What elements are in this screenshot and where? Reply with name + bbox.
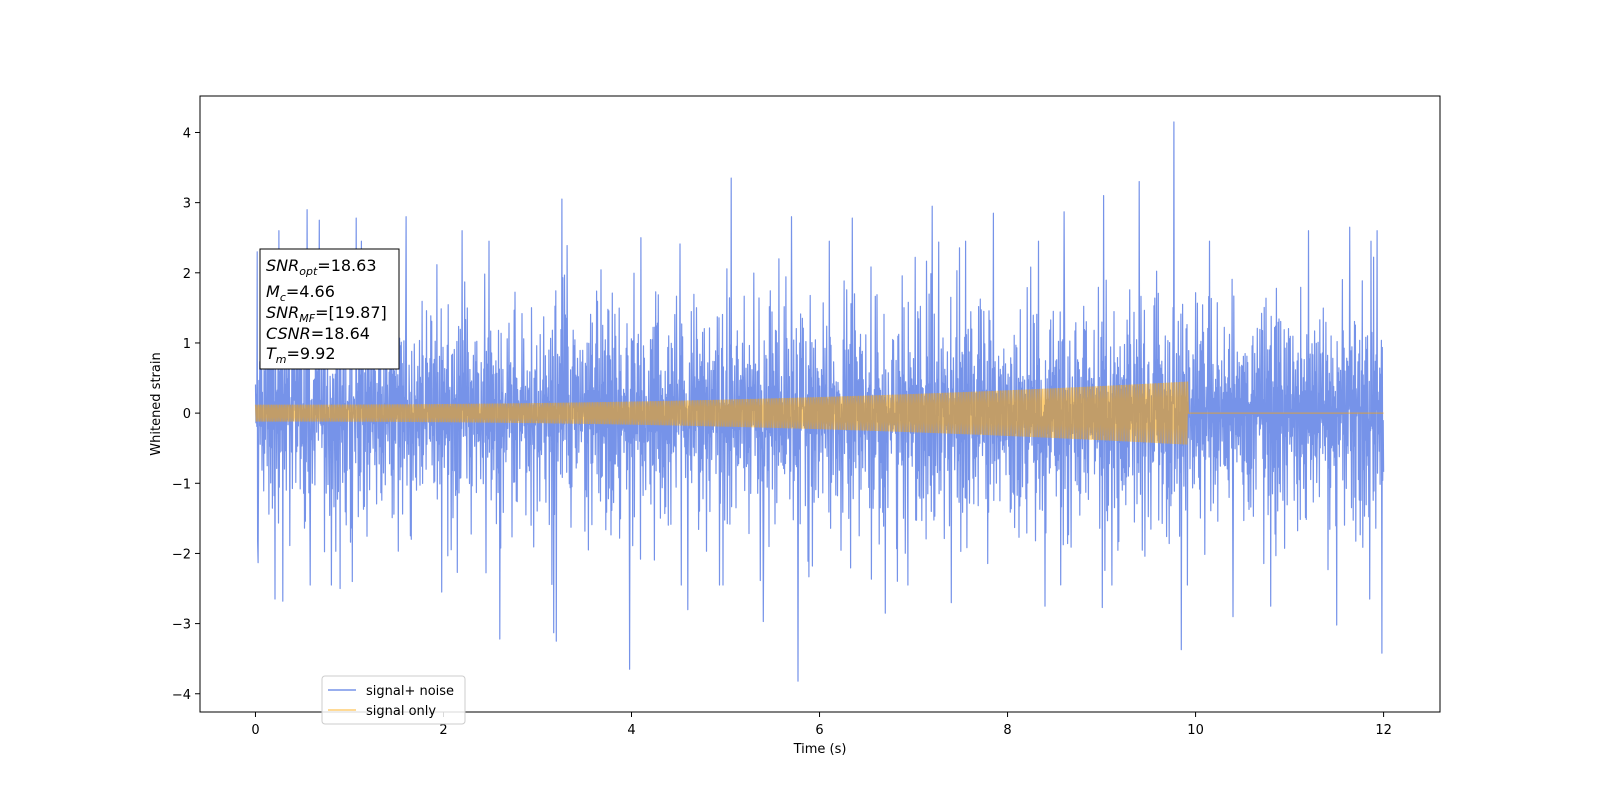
x-tick-label: 8 (1003, 723, 1011, 738)
y-tick-label: 4 (183, 126, 191, 141)
legend-frame (321, 675, 466, 725)
y-tick-label: 0 (183, 407, 191, 422)
series-signal-only-line (254, 381, 1384, 445)
y-tick-label: 2 (183, 267, 191, 282)
y-tick-label: 1 (183, 337, 191, 352)
annotation-line-tm: Tm=9.92 (266, 344, 336, 366)
x-axis-label: Time (s) (793, 742, 847, 757)
y-tick-label: −2 (172, 547, 191, 562)
x-tick-label: 6 (815, 723, 823, 738)
y-tick-label: 3 (183, 197, 191, 212)
legend: signal+ noise signal only (321, 675, 466, 725)
plot-data (254, 121, 1385, 682)
y-axis: −4 −3 −2 −1 0 1 2 3 4 (172, 126, 200, 703)
annotation-frame (259, 248, 400, 370)
legend-label-signal-noise: signal+ noise (366, 684, 454, 699)
y-tick-label: −4 (172, 688, 191, 703)
annotation-line-snr-mf: SNRMF=[19.87] (266, 303, 387, 325)
annotation-line-mc: Mc=4.66 (266, 282, 335, 304)
x-tick-label: 2 (439, 723, 447, 738)
legend-label-signal-only: signal only (366, 704, 436, 719)
y-tick-label: −3 (172, 618, 191, 633)
x-tick-label: 0 (251, 723, 259, 738)
x-tick-label: 10 (1187, 723, 1204, 738)
stats-annotation-box: SNRopt=18.63 Mc=4.66 SNRMF=[19.87] CSNR=… (259, 248, 400, 370)
x-tick-label: 12 (1375, 723, 1392, 738)
annotation-line-snr-opt: SNRopt=18.63 (266, 256, 377, 278)
y-tick-label: −1 (172, 477, 191, 492)
annotation-line-csnr: CSNR=18.64 (266, 324, 370, 343)
x-tick-label: 4 (627, 723, 635, 738)
y-axis-label: Whitened strain (149, 352, 164, 455)
